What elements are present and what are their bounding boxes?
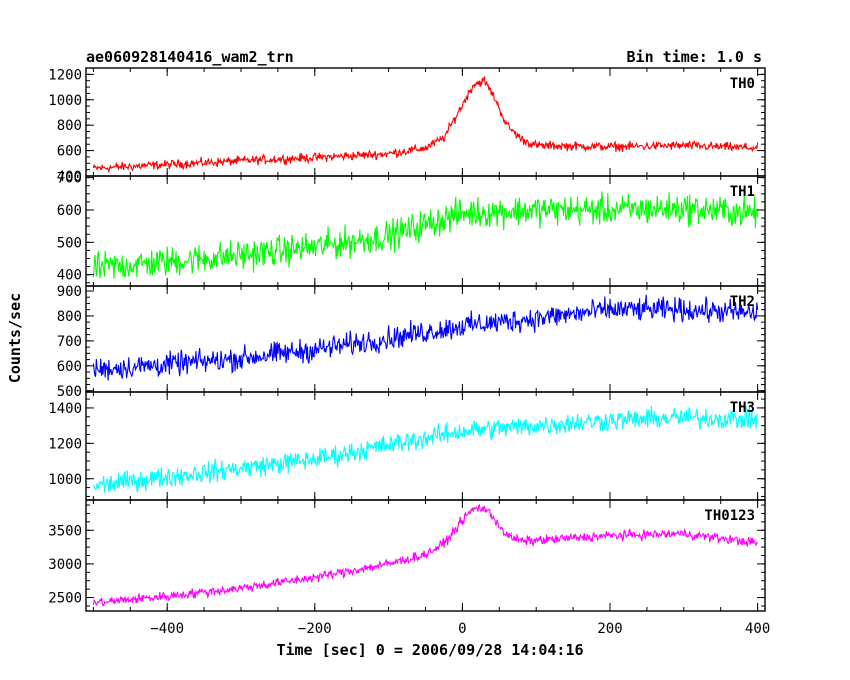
y-tick-label: 1000 [48,93,82,109]
y-tick-label: 800 [57,118,82,134]
panel-label: TH0123 [704,508,755,524]
panel-label: TH3 [730,400,755,416]
bin-time-label: Bin time: 1.0 s [627,48,762,66]
y-tick-label: 2500 [48,591,82,607]
y-tick-label: 1000 [48,472,82,488]
y-axis-label: Counts/sec [6,293,24,383]
y-tick-label: 500 [57,384,82,400]
y-tick-label: 1400 [48,401,82,417]
x-tick-label: 200 [597,621,622,637]
chart-title: ae060928140416_wam2_trn [86,48,294,66]
y-tick-label: 900 [57,284,82,300]
y-tick-label: 500 [57,235,82,251]
y-tick-label: 3500 [48,523,82,539]
series-line-th0 [92,75,759,174]
y-tick-label: 800 [57,309,82,325]
y-tick-label: 1200 [48,67,82,83]
y-tick-label: 600 [57,203,82,219]
y-tick-label: 600 [57,359,82,375]
y-tick-label: 1200 [48,436,82,452]
y-tick-label: 700 [57,334,82,350]
panel-th0: 400 600 800 1000 1200 TH0 [48,67,766,185]
series-line-th0123 [92,503,759,607]
panel-frame [85,391,766,501]
panels-group: 400 600 800 1000 1200 TH0 400 500 600 700 TH1 500 60… [48,67,770,637]
panel-th0123: 2500 3000 3500 TH0123 [48,499,766,612]
x-tick-label: 400 [745,621,770,637]
series-line-th1 [92,191,759,279]
series-line-th3 [93,405,758,493]
panel-frame [85,175,766,287]
panel-th2: 500 600 700 800 900 TH2 [57,284,766,400]
x-axis-label: Time [sec] 0 = 2006/09/28 14:04:16 [276,641,583,659]
y-tick-label: 700 [57,171,82,187]
panel-label: TH2 [730,294,755,310]
panel-th1: 400 500 600 700 TH1 [57,171,766,287]
y-tick-label: 400 [57,268,82,284]
panel-label: TH0 [730,76,755,92]
panel-label: TH1 [730,184,755,200]
series-line-th2 [92,294,759,381]
panel-th3: 1000 1200 1400 TH3 [48,391,766,501]
y-tick-label: 400 [57,169,82,185]
x-tick-label: 0 [458,621,466,637]
panel-frame [85,67,766,177]
x-tick-label: −200 [298,621,332,637]
y-tick-label: 600 [57,144,82,160]
y-tick-label: 3000 [48,557,82,573]
x-tick-label: −400 [150,621,184,637]
